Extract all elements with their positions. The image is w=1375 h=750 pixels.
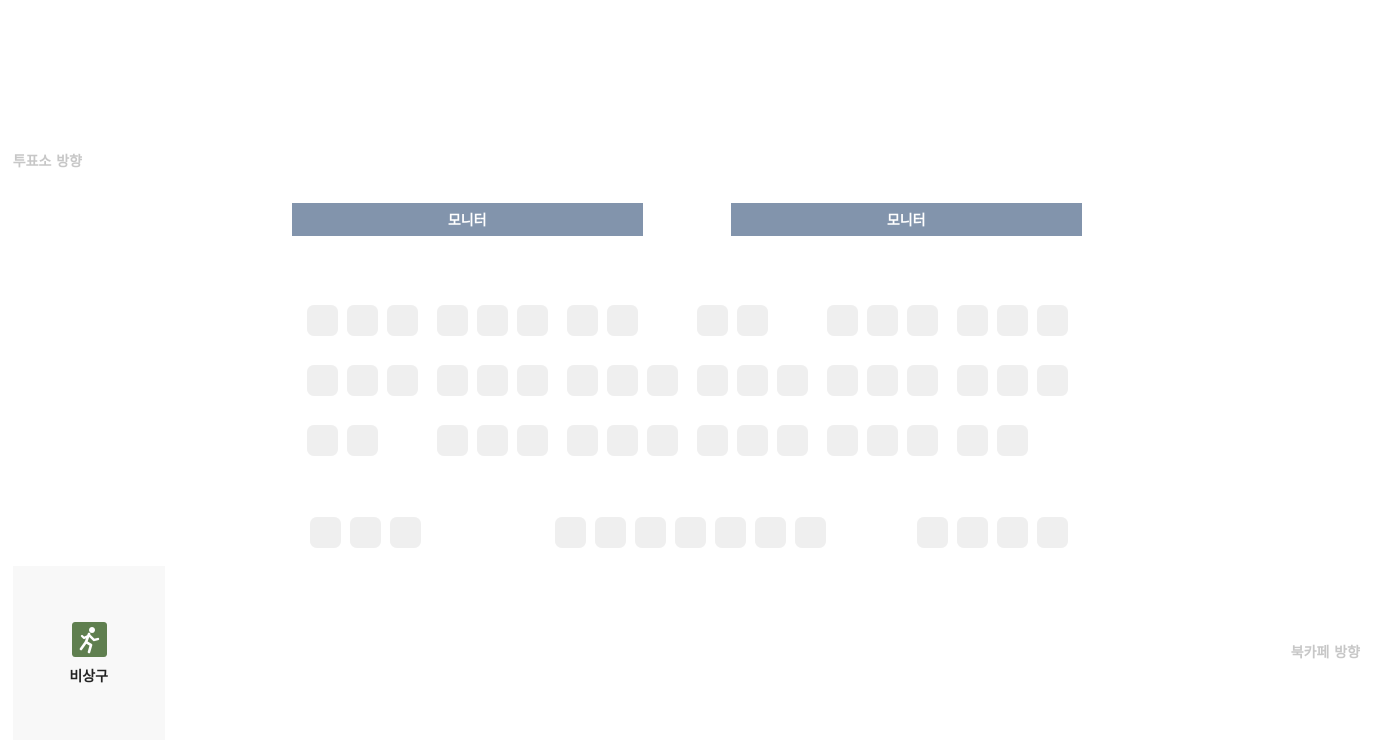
seat-r3-15[interactable] <box>957 425 988 456</box>
seat-r1-16[interactable] <box>1037 305 1068 336</box>
monitor-left: 모니터 <box>292 203 643 236</box>
emergency-exit-panel: 비상구 <box>13 566 165 740</box>
seat-r2-18[interactable] <box>1037 365 1068 396</box>
seat-r1-8[interactable] <box>607 305 638 336</box>
seat-r4-11[interactable] <box>917 517 948 548</box>
seat-r1-5[interactable] <box>477 305 508 336</box>
seat-r3-6[interactable] <box>567 425 598 456</box>
seat-r3-14[interactable] <box>907 425 938 456</box>
seat-r1-11[interactable] <box>827 305 858 336</box>
seat-r1-7[interactable] <box>567 305 598 336</box>
seat-r3-8[interactable] <box>647 425 678 456</box>
seat-r1-2[interactable] <box>347 305 378 336</box>
seat-r2-5[interactable] <box>477 365 508 396</box>
seat-r2-11[interactable] <box>737 365 768 396</box>
seat-r2-4[interactable] <box>437 365 468 396</box>
seat-r1-1[interactable] <box>307 305 338 336</box>
seat-r2-12[interactable] <box>777 365 808 396</box>
monitor-right-label: 모니터 <box>887 212 926 229</box>
seat-r3-4[interactable] <box>477 425 508 456</box>
seat-r2-6[interactable] <box>517 365 548 396</box>
seat-r2-9[interactable] <box>647 365 678 396</box>
seat-r3-9[interactable] <box>697 425 728 456</box>
seat-r4-12[interactable] <box>957 517 988 548</box>
running-person-exit-icon <box>72 622 107 657</box>
seat-r2-8[interactable] <box>607 365 638 396</box>
emergency-exit-label: 비상구 <box>69 669 109 685</box>
seat-r2-10[interactable] <box>697 365 728 396</box>
seat-r4-8[interactable] <box>715 517 746 548</box>
seat-r1-12[interactable] <box>867 305 898 336</box>
seat-r2-13[interactable] <box>827 365 858 396</box>
seat-r1-6[interactable] <box>517 305 548 336</box>
seat-r4-3[interactable] <box>390 517 421 548</box>
seat-r4-10[interactable] <box>795 517 826 548</box>
seat-r3-7[interactable] <box>607 425 638 456</box>
seat-r3-10[interactable] <box>737 425 768 456</box>
seat-r1-10[interactable] <box>737 305 768 336</box>
seat-r3-1[interactable] <box>307 425 338 456</box>
seat-r1-15[interactable] <box>997 305 1028 336</box>
seat-r2-2[interactable] <box>347 365 378 396</box>
seat-r2-14[interactable] <box>867 365 898 396</box>
seat-r4-9[interactable] <box>755 517 786 548</box>
seat-r1-14[interactable] <box>957 305 988 336</box>
monitor-right: 모니터 <box>731 203 1082 236</box>
seat-r3-11[interactable] <box>777 425 808 456</box>
seat-r4-4[interactable] <box>555 517 586 548</box>
seat-r3-16[interactable] <box>997 425 1028 456</box>
seat-r3-3[interactable] <box>437 425 468 456</box>
direction-label-voting-station: 투표소 방향 <box>13 154 83 170</box>
direction-label-book-cafe: 북카페 방향 <box>1291 645 1361 661</box>
seat-r2-15[interactable] <box>907 365 938 396</box>
seat-r2-16[interactable] <box>957 365 988 396</box>
seat-r4-5[interactable] <box>595 517 626 548</box>
seat-r1-3[interactable] <box>387 305 418 336</box>
seat-r2-7[interactable] <box>567 365 598 396</box>
seat-r4-13[interactable] <box>997 517 1028 548</box>
monitor-left-label: 모니터 <box>448 212 487 229</box>
seat-r1-9[interactable] <box>697 305 728 336</box>
seat-r4-2[interactable] <box>350 517 381 548</box>
seat-r3-5[interactable] <box>517 425 548 456</box>
seat-r2-17[interactable] <box>997 365 1028 396</box>
seat-r1-13[interactable] <box>907 305 938 336</box>
seat-r4-14[interactable] <box>1037 517 1068 548</box>
seat-r2-3[interactable] <box>387 365 418 396</box>
seat-r3-12[interactable] <box>827 425 858 456</box>
seat-r3-13[interactable] <box>867 425 898 456</box>
seat-r2-1[interactable] <box>307 365 338 396</box>
seat-r3-2[interactable] <box>347 425 378 456</box>
seat-r4-7[interactable] <box>675 517 706 548</box>
seat-r1-4[interactable] <box>437 305 468 336</box>
seat-r4-6[interactable] <box>635 517 666 548</box>
seat-r4-1[interactable] <box>310 517 341 548</box>
